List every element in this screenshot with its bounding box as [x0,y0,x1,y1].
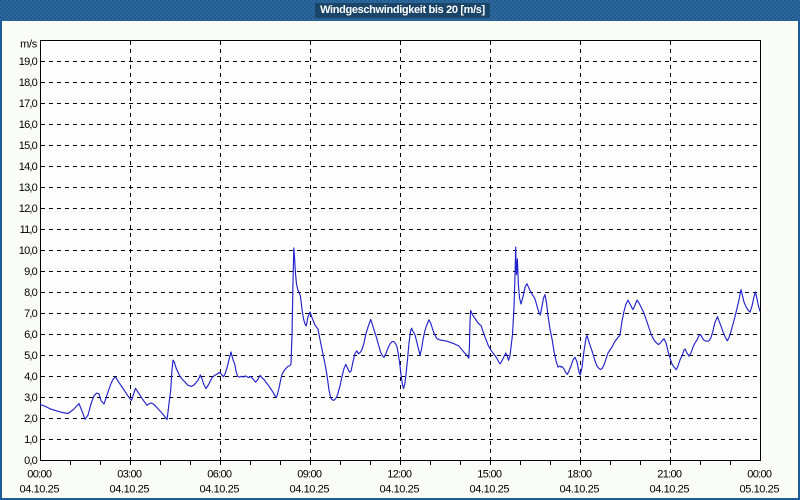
svg-text:04.10.25: 04.10.25 [289,484,329,496]
svg-text:18:00: 18:00 [567,469,592,481]
svg-text:0,0: 0,0 [24,455,38,467]
svg-text:05.10.25: 05.10.25 [739,484,779,496]
svg-text:06:00: 06:00 [207,469,232,481]
svg-text:15,0: 15,0 [19,140,38,152]
svg-text:1,0: 1,0 [24,434,38,446]
svg-text:00:00: 00:00 [27,469,52,481]
svg-text:6,0: 6,0 [24,329,38,341]
svg-text:8,0: 8,0 [24,287,38,299]
svg-text:11,0: 11,0 [20,224,38,236]
svg-text:00:00: 00:00 [747,469,772,481]
svg-text:10,0: 10,0 [19,245,38,257]
svg-text:17,0: 17,0 [19,98,38,110]
svg-text:m/s: m/s [20,39,38,51]
svg-text:9,0: 9,0 [24,266,38,278]
svg-text:04.10.25: 04.10.25 [559,484,599,496]
svg-text:4,0: 4,0 [24,371,38,383]
svg-text:04.10.25: 04.10.25 [19,484,59,496]
svg-text:04.10.25: 04.10.25 [649,484,689,496]
svg-text:04.10.25: 04.10.25 [379,484,419,496]
svg-text:18,0: 18,0 [19,77,38,89]
svg-text:03:00: 03:00 [117,469,142,481]
svg-text:16,0: 16,0 [19,119,38,131]
svg-text:09:00: 09:00 [297,469,322,481]
svg-text:3,0: 3,0 [24,392,38,404]
svg-text:13,0: 13,0 [19,182,38,194]
svg-text:2,0: 2,0 [24,413,38,425]
svg-text:14,0: 14,0 [19,161,38,173]
svg-text:5,0: 5,0 [24,350,38,362]
svg-text:12:00: 12:00 [387,469,412,481]
svg-text:21:00: 21:00 [657,469,682,481]
svg-text:04.10.25: 04.10.25 [469,484,509,496]
svg-text:04.10.25: 04.10.25 [199,484,239,496]
svg-text:7,0: 7,0 [24,308,38,320]
svg-text:12,0: 12,0 [19,203,38,215]
svg-text:15:00: 15:00 [477,469,502,481]
svg-text:19,0: 19,0 [19,56,38,68]
svg-text:04.10.25: 04.10.25 [109,484,149,496]
